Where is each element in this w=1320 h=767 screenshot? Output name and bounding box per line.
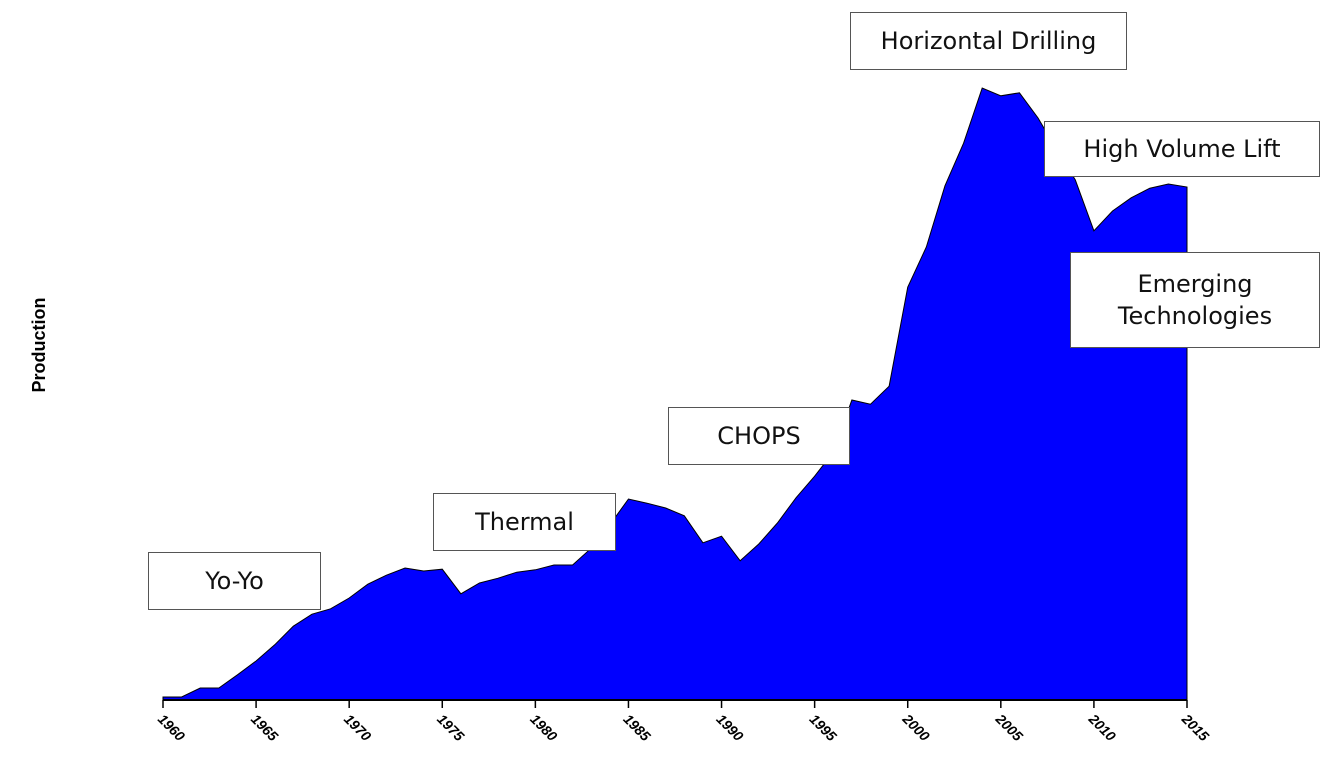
annotation: Yo-Yo — [148, 552, 321, 610]
annotation: Thermal — [433, 493, 616, 551]
x-tick-label: 1990 — [713, 711, 746, 744]
x-tick-label: 2005 — [992, 710, 1026, 744]
y-axis-label: Production — [29, 298, 49, 393]
annotation: Emerging Technologies — [1070, 252, 1320, 348]
x-tick-label: 1960 — [155, 711, 188, 744]
annotation: CHOPS — [668, 407, 850, 465]
annotation: Horizontal Drilling — [850, 12, 1127, 70]
annotation: High Volume Lift — [1044, 121, 1320, 177]
x-tick-label: 1980 — [527, 711, 560, 744]
x-tick-label: 1995 — [807, 711, 840, 744]
x-tick-label: 2000 — [899, 710, 933, 744]
x-tick-label: 1970 — [341, 711, 374, 744]
x-tick-label: 2015 — [1178, 710, 1212, 744]
x-tick-label: 1985 — [620, 711, 653, 744]
x-tick-label: 1975 — [434, 711, 467, 744]
x-tick-label: 1965 — [248, 711, 281, 744]
x-tick-label: 2010 — [1085, 710, 1119, 744]
